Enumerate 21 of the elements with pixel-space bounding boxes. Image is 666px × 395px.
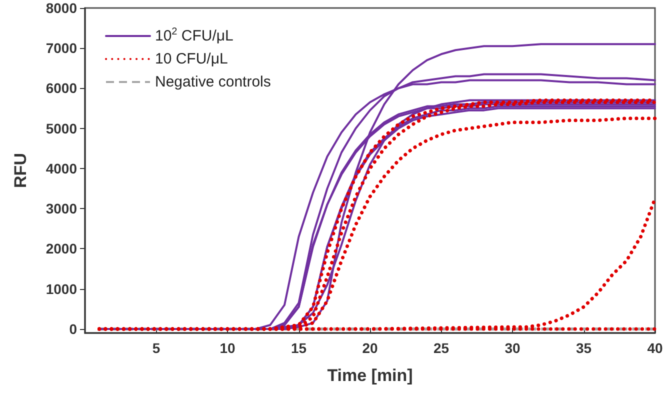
x-tick-label: 40	[647, 340, 663, 356]
x-tick-label: 25	[433, 340, 450, 356]
y-tick-label: 7000	[46, 40, 78, 56]
x-tick-label: 5	[152, 340, 160, 356]
y-tick-label: 1000	[46, 280, 78, 297]
y-axis-title: RFU	[11, 153, 30, 188]
y-tick-label: 0	[69, 320, 78, 337]
x-tick-label: 30	[504, 340, 520, 356]
y-tick-label: 5000	[46, 120, 78, 136]
y-tick-label: 6000	[46, 80, 78, 96]
y-tick-label: 3000	[46, 200, 78, 217]
x-tick-label: 20	[362, 340, 378, 356]
legend-label: 10 CFU/μL	[155, 50, 228, 68]
y-tick-label: 4000	[46, 160, 78, 176]
x-tick-label: 15	[290, 340, 307, 356]
x-axis-title: Time [min]	[327, 366, 413, 385]
y-tick-label: 2000	[46, 240, 78, 257]
x-tick-label: 35	[576, 340, 592, 356]
legend-label: Negative controls	[155, 74, 271, 90]
y-tick-label: 8000	[46, 0, 78, 16]
x-tick-label: 10	[220, 340, 236, 356]
